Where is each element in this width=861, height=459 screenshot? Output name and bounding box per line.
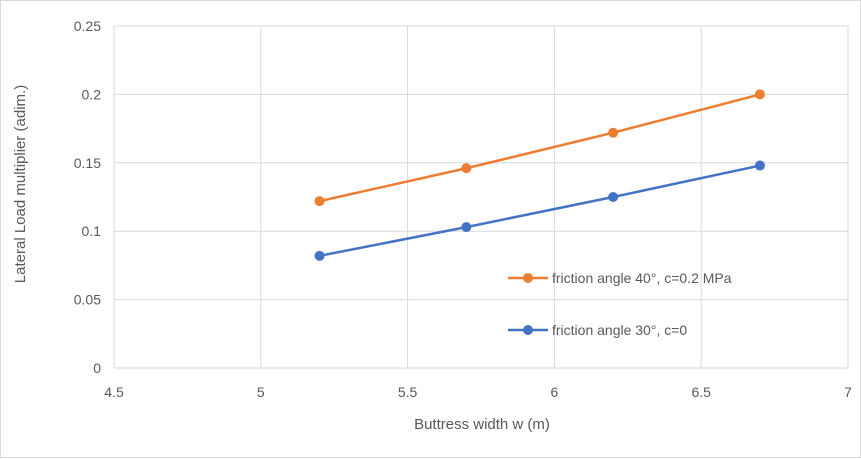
data-point <box>314 250 325 261</box>
y-tick-label: 0.15 <box>74 155 101 171</box>
data-point <box>314 196 325 207</box>
series-group <box>314 89 765 261</box>
series-line <box>319 164 761 258</box>
x-tick-label: 6.5 <box>691 384 711 400</box>
y-tick-label: 0 <box>93 360 101 376</box>
data-point <box>461 163 472 174</box>
x-tick-label: 7 <box>844 384 852 400</box>
x-tick-label: 5.5 <box>398 384 418 400</box>
data-point <box>754 160 765 171</box>
legend-label: friction angle 30°, c=0 <box>552 322 687 338</box>
x-axis-label: Buttress width w (m) <box>414 416 550 433</box>
x-tick-label: 4.5 <box>104 384 124 400</box>
y-tick-label: 0.05 <box>74 292 101 308</box>
y-tick-label: 0.25 <box>74 18 101 34</box>
x-tick-label: 6 <box>551 384 559 400</box>
y-axis-label: Lateral Load multiplier (adim.) <box>12 85 29 283</box>
gridlines <box>113 25 849 369</box>
y-tick-label: 0.1 <box>82 223 102 239</box>
y-tick-label: 0.2 <box>82 86 102 102</box>
legend: friction angle 40°, c=0.2 MPa friction an… <box>508 270 732 338</box>
series-line <box>319 93 761 203</box>
data-point <box>461 222 472 233</box>
axes: 4.5 5 5.5 6 6.5 7 0 0.05 0.1 0.15 0.2 0.25 <box>74 18 852 400</box>
legend-marker <box>523 325 533 335</box>
data-point <box>608 127 619 138</box>
data-point <box>754 89 765 100</box>
legend-marker <box>523 273 533 283</box>
data-point <box>608 192 619 202</box>
x-tick-label: 5 <box>257 384 265 400</box>
legend-label: friction angle 40°, c=0.2 MPa <box>552 270 732 286</box>
